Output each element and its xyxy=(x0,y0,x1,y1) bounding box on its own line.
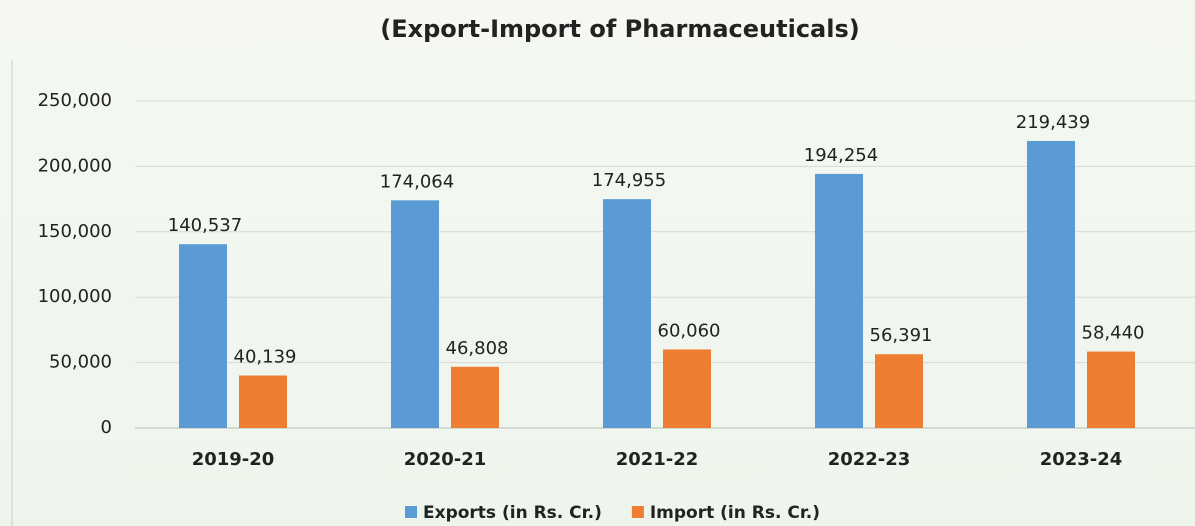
data-label: 174,955 xyxy=(592,170,666,191)
chart-title: (Export-Import of Pharmaceuticals) xyxy=(380,15,859,43)
bar xyxy=(1027,140,1075,428)
y-tick-label: 150,000 xyxy=(38,221,112,242)
x-tick-label: 2020-21 xyxy=(404,449,487,470)
legend-label: Exports (in Rs. Cr.) xyxy=(423,503,602,523)
data-label: 46,808 xyxy=(446,338,509,359)
data-label: 60,060 xyxy=(658,320,721,341)
data-label: 56,391 xyxy=(870,325,933,346)
y-tick-label: 200,000 xyxy=(38,155,112,176)
bar xyxy=(603,199,651,428)
bar xyxy=(451,366,499,428)
legend-swatch xyxy=(631,506,644,518)
legend-label: Import (in Rs. Cr.) xyxy=(650,503,820,523)
data-label: 174,064 xyxy=(380,171,454,192)
x-tick-label: 2021-22 xyxy=(616,449,699,470)
data-label: 219,439 xyxy=(1016,112,1090,133)
y-tick-label: 250,000 xyxy=(38,90,112,111)
data-label: 40,139 xyxy=(234,346,297,367)
bar xyxy=(239,375,287,428)
data-label: 140,537 xyxy=(168,215,242,236)
bar xyxy=(1087,351,1135,428)
x-tick-label: 2022-23 xyxy=(828,449,911,470)
bar xyxy=(663,349,711,428)
bar xyxy=(815,173,863,428)
x-tick-label: 2019-20 xyxy=(192,449,275,470)
y-tick-label: 50,000 xyxy=(49,352,112,373)
data-label: 194,254 xyxy=(804,145,878,166)
bar xyxy=(391,200,439,428)
data-label: 58,440 xyxy=(1082,323,1145,344)
legend-swatch xyxy=(405,506,417,518)
x-tick-label: 2023-24 xyxy=(1040,449,1123,470)
y-tick-label: 0 xyxy=(101,417,112,438)
bar xyxy=(179,244,227,428)
y-tick-label: 100,000 xyxy=(38,286,112,307)
bar xyxy=(875,354,923,428)
